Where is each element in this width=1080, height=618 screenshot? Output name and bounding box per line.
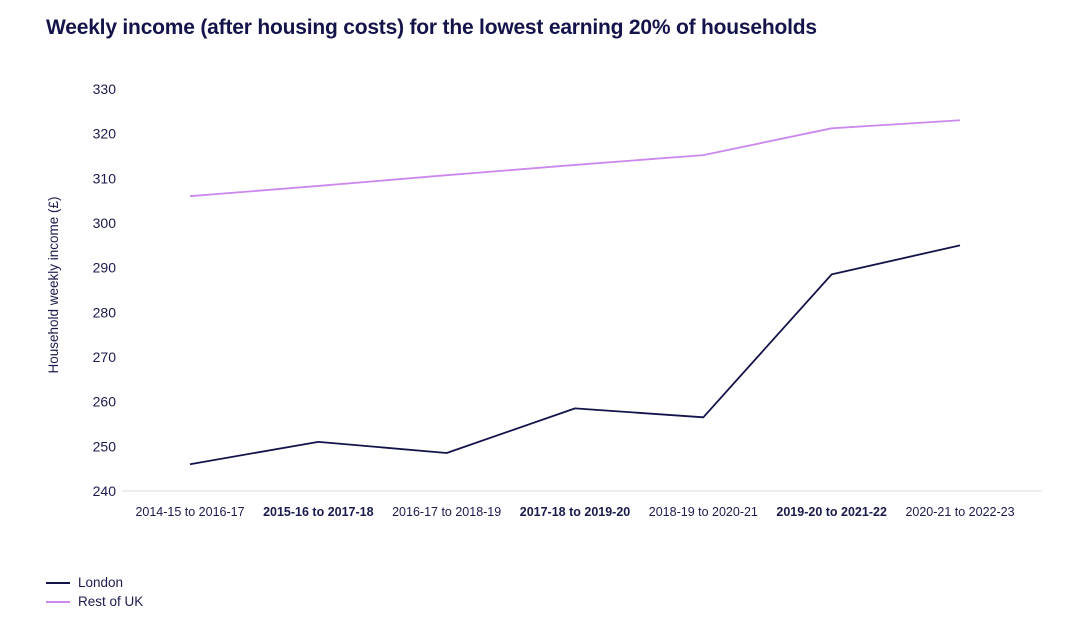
y-axis-ticks: 240 250 260 270 280 290 300 310 320 330 [93, 81, 117, 499]
y-tick-label: 290 [93, 260, 117, 276]
y-tick-label: 240 [93, 483, 117, 499]
x-tick-label: 2017-18 to 2019-20 [520, 505, 631, 519]
x-axis-ticks: 2014-15 to 2016-17 2015-16 to 2017-18 2016… [135, 505, 1014, 519]
legend-label: Rest of UK [78, 594, 144, 609]
series-line-london [189, 244, 961, 466]
legend-item: London [46, 573, 143, 592]
y-tick-label: 330 [93, 81, 117, 97]
y-axis-label: Household weekly income (£) [46, 196, 61, 373]
x-tick-label: 2014-15 to 2016-17 [135, 505, 244, 519]
x-tick-label: 2020-21 to 2022-23 [905, 505, 1014, 519]
y-tick-label: 320 [93, 126, 117, 142]
legend-swatch [46, 581, 70, 584]
series-line-rest-of-uk [189, 119, 961, 198]
y-tick-label: 270 [93, 349, 117, 365]
y-tick-label: 310 [93, 170, 117, 186]
y-tick-label: 280 [93, 304, 117, 320]
x-tick-label: 2016-17 to 2018-19 [392, 505, 501, 519]
y-tick-label: 260 [93, 394, 117, 410]
legend-label: London [78, 575, 124, 590]
y-tick-label: 250 [93, 438, 117, 454]
x-tick-label: 2018-19 to 2020-21 [649, 505, 758, 519]
legend: London Rest of UK [46, 573, 143, 611]
legend-item: Rest of UK [46, 592, 143, 611]
x-tick-label: 2015-16 to 2017-18 [263, 505, 374, 519]
chart-title: Weekly income (after housing costs) for … [46, 16, 817, 39]
legend-swatch [46, 600, 70, 603]
y-tick-label: 300 [93, 215, 117, 231]
series-layer [189, 119, 961, 466]
x-tick-label: 2019-20 to 2021-22 [776, 505, 887, 519]
